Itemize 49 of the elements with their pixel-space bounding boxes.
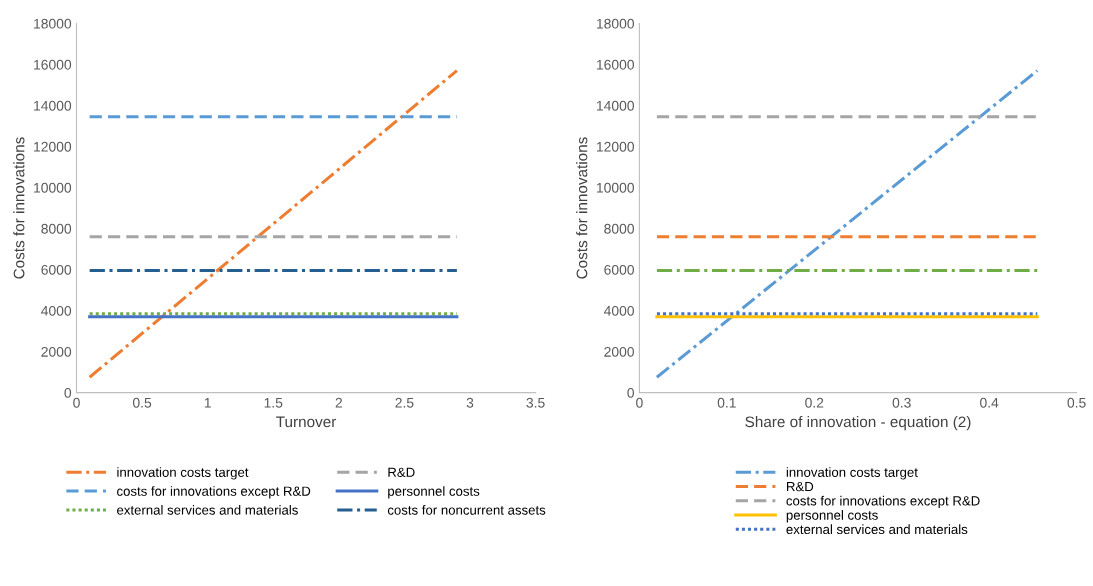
y-tick-label: 4000 [603, 305, 634, 316]
x-tick-label: 0.1 [717, 397, 736, 408]
x-tick-label: 2.5 [395, 397, 414, 408]
x-tick-label: 0.4 [980, 397, 999, 408]
legend-label: costs for innovations except R&D [786, 495, 980, 509]
y-tick-label: 2000 [41, 346, 72, 357]
x-axis-title: Turnover [276, 416, 337, 428]
legend-label: innovation costs target [117, 467, 249, 480]
legend-label: costs for noncurrent assets [387, 505, 546, 515]
legend-label: costs for innovations except R&D [117, 486, 311, 499]
y-tick-label: 4000 [41, 305, 72, 316]
x-tick-label: 0 [73, 397, 80, 408]
y-tick-label: 16000 [596, 59, 634, 70]
legend-label: personnel costs [786, 510, 878, 523]
y-tick-label: 8000 [604, 223, 634, 234]
y-tick-label: 6000 [41, 264, 72, 275]
x-tick-label: 3 [466, 397, 474, 408]
y-tick-label: 6000 [604, 264, 634, 275]
x-tick-label: 0 [636, 397, 643, 408]
y-tick-label: 0 [64, 387, 72, 398]
x-tick-label: 2 [335, 397, 342, 408]
x-tick-label: 1 [204, 397, 211, 408]
y-tick-label: 18000 [596, 18, 634, 29]
y-tick-label: 14000 [34, 100, 72, 111]
y-tick-label: 18000 [34, 18, 72, 29]
x-tick-label: 0.2 [805, 397, 824, 408]
legend-label: innovation costs target [786, 467, 918, 480]
y-axis-title: Costs for innovations [13, 137, 25, 279]
x-tick-label: 1.5 [264, 397, 283, 408]
x-tick-label: 0.5 [1067, 397, 1086, 408]
x-tick-label: 0.5 [132, 397, 152, 408]
legend-label: personnel costs [388, 486, 480, 499]
y-tick-label: 10000 [596, 182, 634, 193]
x-axis-title: Share of innovation - equation (2) [745, 415, 971, 431]
y-tick-label: 14000 [596, 100, 634, 111]
y-tick-label: 2000 [604, 346, 634, 357]
y-tick-label: 0 [627, 387, 634, 398]
y-axis-title: Costs for innovations [576, 137, 588, 279]
legend-label: R&D [388, 467, 415, 477]
y-tick-label: 16000 [34, 59, 72, 70]
x-tick-label: 0.3 [892, 397, 911, 408]
legend-label: R&D [786, 481, 814, 492]
y-tick-label: 12000 [34, 141, 72, 152]
y-tick-label: 12000 [596, 141, 634, 152]
legend-label: external services and materials [117, 505, 298, 515]
x-tick-label: 3.5 [526, 397, 545, 408]
legend-label: external services and materials [786, 524, 968, 535]
y-tick-label: 8000 [41, 223, 72, 234]
y-tick-label: 10000 [34, 182, 72, 193]
